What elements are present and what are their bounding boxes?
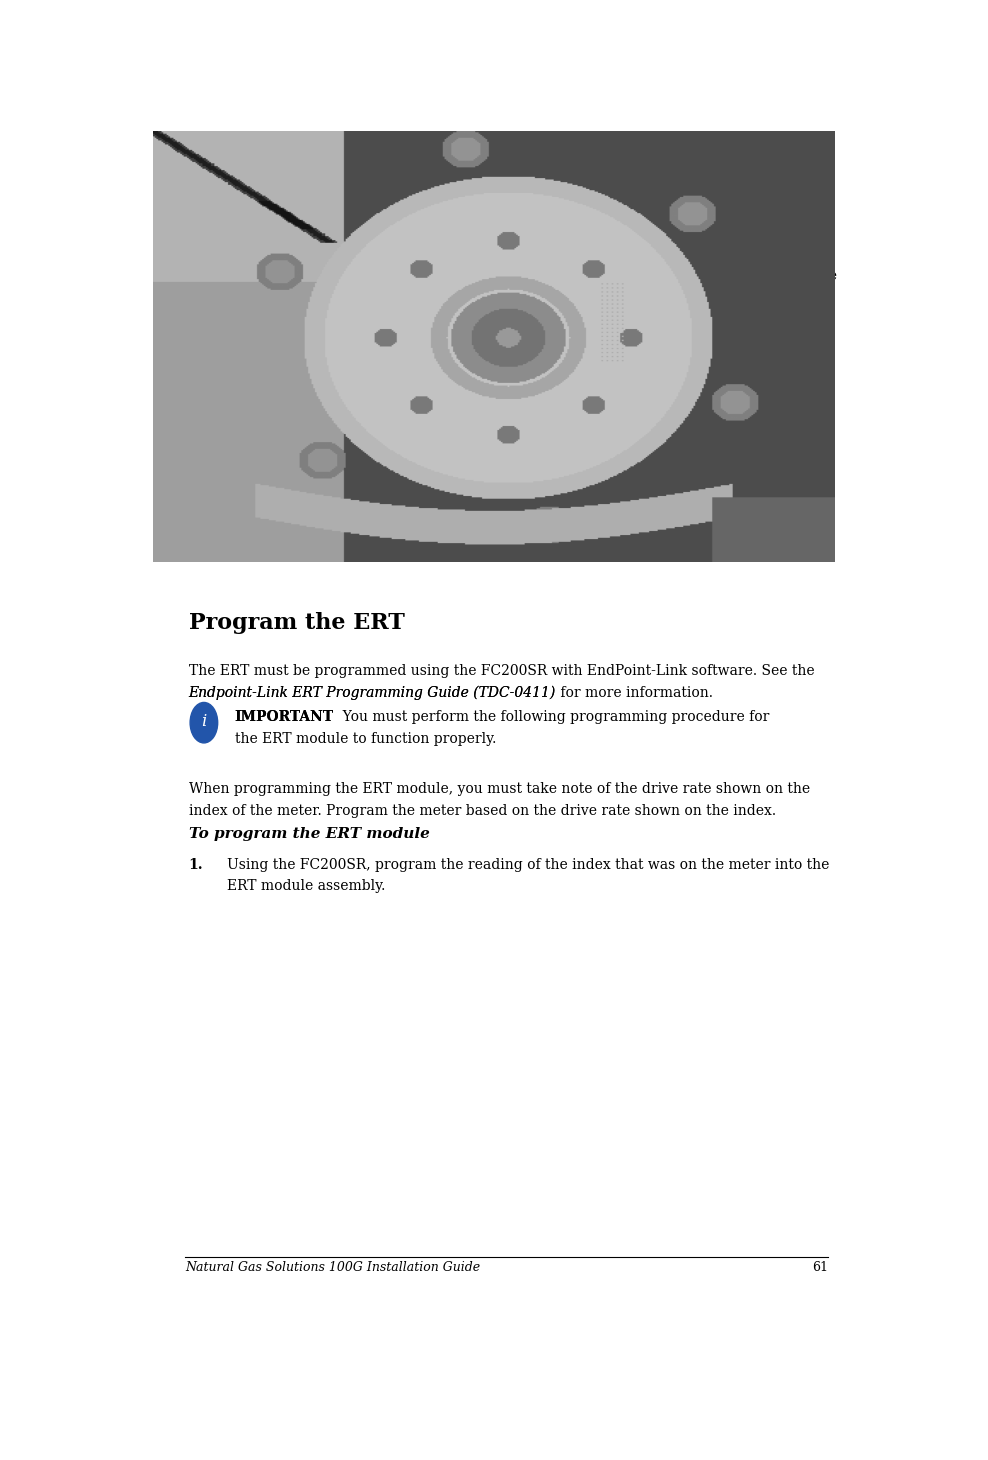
Text: index of the meter. Program the meter based on the drive rate shown on the index: index of the meter. Program the meter ba… <box>189 803 776 818</box>
Text: 1.: 1. <box>189 857 204 872</box>
Text: IMPORTANT: IMPORTANT <box>234 711 334 724</box>
Text: ERT module assembly.: ERT module assembly. <box>227 879 385 894</box>
Text: Natural Gas Solutions 100G Installation Guide: Natural Gas Solutions 100G Installation … <box>185 1261 480 1275</box>
Text: You must perform the following programming procedure for: You must perform the following programmi… <box>334 711 769 724</box>
Text: for more information.: for more information. <box>556 686 712 699</box>
Text: The ERT must be programmed using the FC200SR with EndPoint-Link software. See th: The ERT must be programmed using the FC2… <box>189 664 814 679</box>
Text: the ERT module to function properly.: the ERT module to function properly. <box>234 731 496 746</box>
Text: Using the FC200SR, program the reading of the index that was on the meter into t: Using the FC200SR, program the reading o… <box>227 857 829 872</box>
Text: When programming the ERT module, you must take note of the drive rate shown on t: When programming the ERT module, you mus… <box>189 783 810 796</box>
Text: Remove the mounting plate screws and separate the mounting plate from the meter.: Remove the mounting plate screws and sep… <box>227 248 837 304</box>
Text: 5.: 5. <box>189 248 204 263</box>
Text: Program the ERT: Program the ERT <box>189 612 404 634</box>
Text: Endpoint-Link ERT Programming Guide (TDC-0411): Endpoint-Link ERT Programming Guide (TDC… <box>189 686 556 699</box>
Circle shape <box>190 702 217 743</box>
Text: Endpoint-Link ERT Programming Guide (TDC-0411): Endpoint-Link ERT Programming Guide (TDC… <box>189 686 556 699</box>
Text: Installing the 100G ERT Module: Installing the 100G ERT Module <box>623 190 828 201</box>
Text: IMPORTANT: IMPORTANT <box>234 711 334 724</box>
Text: i: i <box>202 712 206 730</box>
Text: 61: 61 <box>812 1261 828 1275</box>
Text: To program the ERT module: To program the ERT module <box>189 828 430 841</box>
